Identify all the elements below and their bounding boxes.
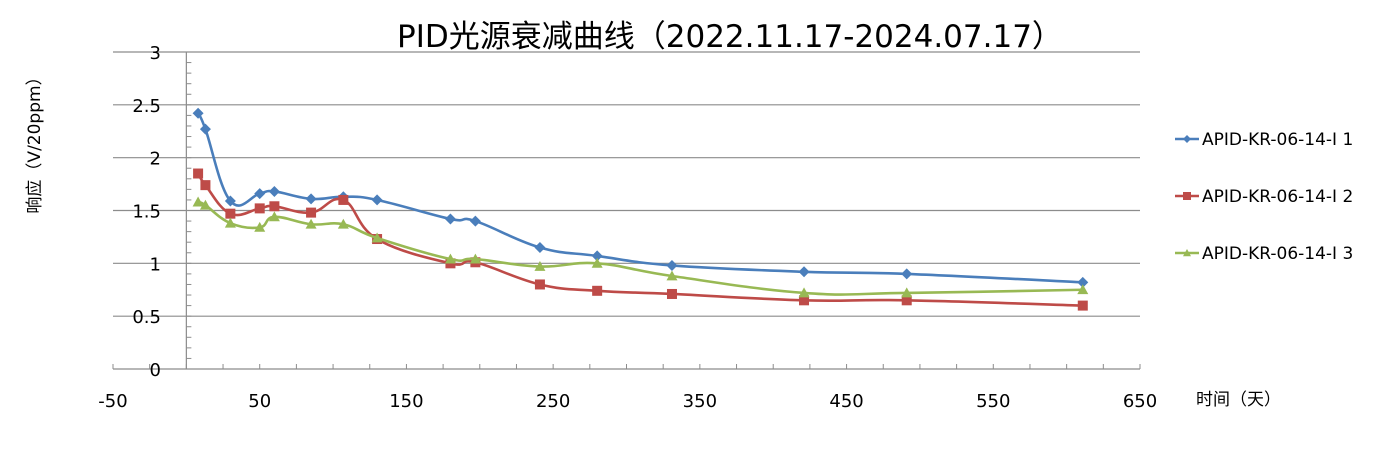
y-tick-label: 0.5 bbox=[132, 307, 161, 328]
y-tick-label: 0 bbox=[150, 360, 161, 381]
square-marker bbox=[534, 279, 545, 290]
square-marker bbox=[306, 207, 317, 218]
square-marker bbox=[338, 194, 349, 205]
diamond-marker bbox=[534, 241, 546, 253]
x-tick-label: 150 bbox=[389, 391, 423, 412]
diamond-marker bbox=[199, 123, 211, 135]
diamond-marker bbox=[798, 266, 810, 278]
legend: APID-KR-06-14-I 1 APID-KR-06-14-I 2 APID-K… bbox=[1175, 130, 1353, 264]
legend-label: APID-KR-06-14-I 2 bbox=[1202, 187, 1353, 207]
x-tick-label: 450 bbox=[829, 391, 863, 412]
square-marker bbox=[1077, 300, 1088, 311]
x-tick-label: 350 bbox=[683, 391, 717, 412]
series-1 bbox=[192, 107, 1089, 288]
diamond-marker bbox=[254, 188, 266, 200]
series-2 bbox=[193, 168, 1088, 311]
diamond-marker bbox=[1183, 135, 1191, 143]
diamond-marker bbox=[305, 193, 317, 205]
x-tick-label: 250 bbox=[536, 391, 570, 412]
x-tick-label: -50 bbox=[98, 391, 127, 412]
series-line bbox=[197, 200, 1083, 296]
diamond-marker bbox=[224, 195, 236, 207]
triangle-marker bbox=[199, 199, 211, 210]
square-marker bbox=[225, 208, 236, 219]
square-marker bbox=[1183, 192, 1191, 200]
diamond-marker bbox=[591, 250, 603, 262]
x-tick-label: 50 bbox=[248, 391, 271, 412]
y-tick-label: 1.5 bbox=[132, 202, 161, 223]
plot-area bbox=[192, 107, 1089, 311]
diamond-marker bbox=[371, 194, 383, 206]
legend-label: APID-KR-06-14-I 3 bbox=[1202, 244, 1353, 264]
triangle-marker bbox=[534, 261, 546, 271]
x-axis-label: 时间（天） bbox=[1196, 390, 1281, 410]
x-tick-label: 550 bbox=[976, 391, 1010, 412]
x-tick-label: 650 bbox=[1123, 391, 1157, 412]
axes bbox=[112, 51, 1141, 370]
triangle-marker bbox=[798, 287, 810, 298]
triangle-marker bbox=[192, 196, 204, 207]
legend-item-3: APID-KR-06-14-I 3 bbox=[1175, 244, 1353, 264]
triangle-marker bbox=[305, 218, 317, 229]
triangle-marker bbox=[224, 217, 236, 228]
square-marker bbox=[799, 295, 810, 306]
x-axis-ticks: -50 50 150 250 350 450 550 650 bbox=[98, 391, 1157, 412]
legend-label: APID-KR-06-14-I 1 bbox=[1202, 130, 1353, 150]
y-axis-label: 响应（V/20ppm） bbox=[25, 68, 45, 213]
square-marker bbox=[901, 295, 912, 306]
diamond-marker bbox=[901, 268, 913, 280]
diamond-marker bbox=[666, 259, 678, 271]
square-marker bbox=[592, 285, 603, 296]
y-tick-label: 1 bbox=[150, 254, 161, 275]
diamond-marker bbox=[268, 185, 280, 197]
y-tick-label: 3 bbox=[150, 43, 161, 64]
triangle-marker bbox=[901, 287, 913, 298]
square-marker bbox=[200, 180, 211, 191]
square-marker bbox=[666, 288, 677, 299]
series-3 bbox=[192, 196, 1089, 298]
y-tick-label: 2.5 bbox=[132, 96, 161, 117]
gridlines bbox=[113, 51, 1140, 317]
diamond-marker bbox=[469, 215, 481, 227]
y-tick-label: 2 bbox=[150, 149, 161, 170]
triangle-marker bbox=[337, 218, 349, 229]
triangle-marker bbox=[469, 253, 481, 264]
triangle-marker bbox=[444, 253, 456, 264]
y-axis-ticks: 0 0.5 1 1.5 2 2.5 3 bbox=[132, 43, 161, 381]
diamond-marker bbox=[192, 107, 204, 119]
triangle-marker bbox=[268, 211, 280, 222]
triangle-marker bbox=[1077, 284, 1089, 295]
chart-title: PID光源衰减曲线（2022.11.17-2024.07.17） bbox=[397, 19, 1063, 55]
triangle-marker bbox=[666, 270, 678, 281]
square-marker bbox=[254, 203, 265, 214]
diamond-marker bbox=[1077, 276, 1089, 288]
series-line bbox=[196, 112, 1083, 284]
square-marker bbox=[269, 201, 280, 212]
triangle-marker bbox=[371, 232, 383, 243]
square-marker bbox=[193, 168, 204, 179]
series-line bbox=[196, 172, 1083, 307]
triangle-marker bbox=[591, 257, 603, 268]
triangle-marker bbox=[1183, 249, 1191, 257]
legend-item-2: APID-KR-06-14-I 2 bbox=[1175, 187, 1353, 207]
legend-item-1: APID-KR-06-14-I 1 bbox=[1175, 130, 1353, 150]
diamond-marker bbox=[444, 213, 456, 225]
triangle-marker bbox=[254, 221, 266, 232]
